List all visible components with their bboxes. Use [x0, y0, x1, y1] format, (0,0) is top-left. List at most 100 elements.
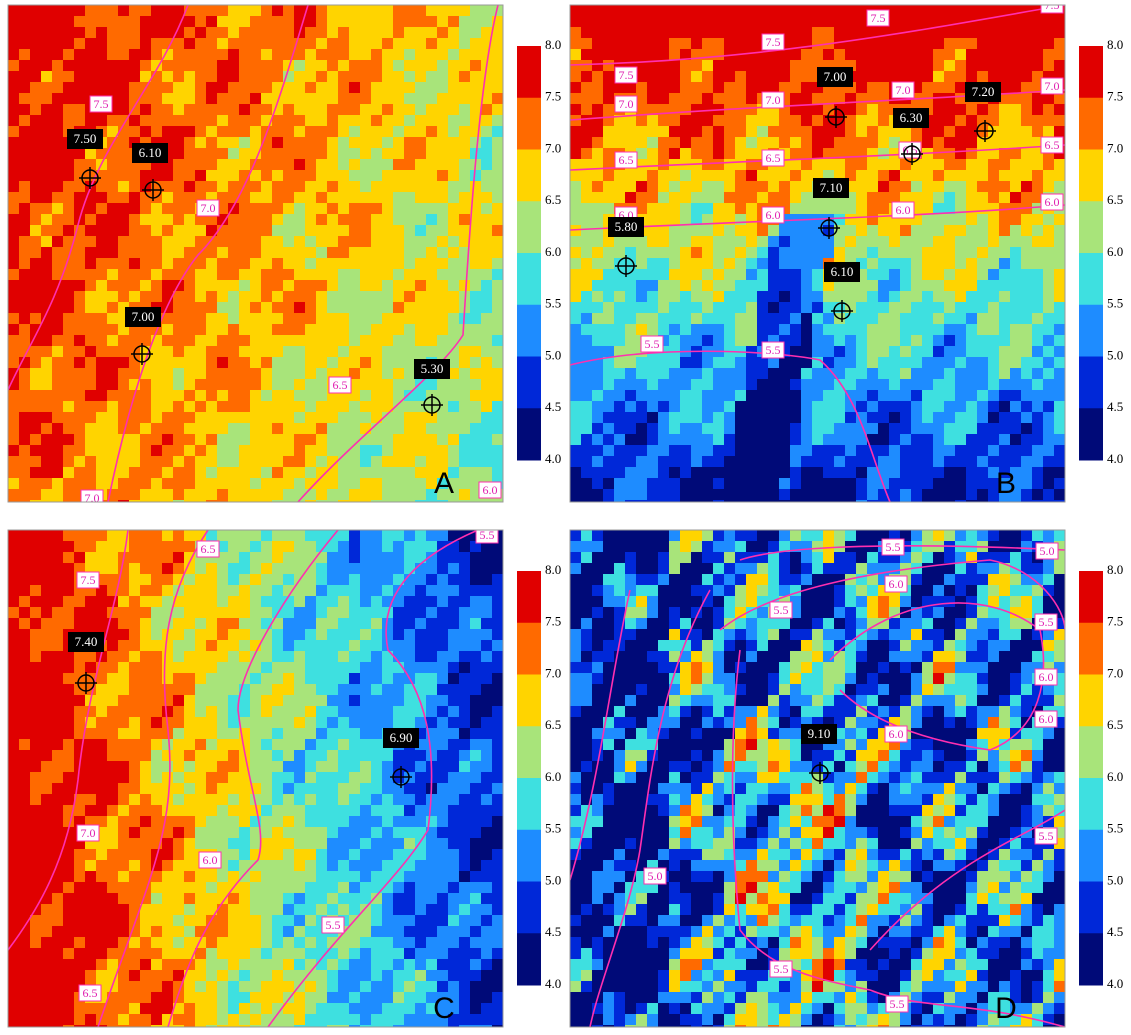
- contour-label: 7.0: [615, 96, 637, 112]
- raster-cell: [228, 673, 240, 685]
- raster-cell: [933, 258, 945, 270]
- raster-cell: [41, 335, 53, 347]
- raster-cell: [393, 563, 405, 575]
- raster-cell: [338, 585, 350, 597]
- raster-cell: [228, 651, 240, 663]
- raster-cell: [658, 93, 670, 105]
- raster-cell: [41, 181, 53, 193]
- raster-cell: [41, 456, 53, 468]
- raster-cell: [988, 456, 1000, 468]
- raster-cell: [614, 247, 626, 259]
- raster-cell: [581, 478, 593, 490]
- raster-cell: [801, 412, 813, 424]
- raster-cell: [669, 27, 681, 39]
- raster-cell: [393, 607, 405, 619]
- raster-cell: [371, 49, 383, 61]
- raster-cell: [636, 247, 648, 259]
- raster-cell: [746, 192, 758, 204]
- raster-cell: [140, 640, 152, 652]
- raster-cell: [724, 214, 736, 226]
- raster-cell: [900, 335, 912, 347]
- raster-cell: [283, 618, 295, 630]
- raster-cell: [790, 478, 802, 490]
- raster-cell: [724, 126, 736, 138]
- raster-cell: [768, 478, 780, 490]
- raster-cell: [448, 596, 460, 608]
- raster-cell: [184, 104, 196, 116]
- raster-cell: [768, 170, 780, 182]
- raster-cell: [448, 71, 460, 83]
- raster-cell: [294, 456, 306, 468]
- raster-cell: [360, 390, 372, 402]
- raster-cell: [481, 159, 493, 171]
- raster-cell: [911, 291, 923, 303]
- raster-cell: [52, 126, 64, 138]
- raster-cell: [118, 60, 130, 72]
- raster-cell: [889, 390, 901, 402]
- raster-cell: [173, 401, 185, 413]
- raster-cell: [614, 335, 626, 347]
- raster-cell: [8, 27, 20, 39]
- raster-cell: [470, 379, 482, 391]
- raster-cell: [85, 541, 97, 553]
- raster-cell: [19, 203, 31, 215]
- raster-cell: [647, 313, 659, 325]
- raster-cell: [570, 247, 582, 259]
- raster-cell: [305, 357, 317, 369]
- raster-cell: [393, 530, 405, 542]
- raster-cell: [316, 247, 328, 259]
- raster-cell: [283, 159, 295, 171]
- raster-cell: [448, 60, 460, 72]
- raster-cell: [228, 60, 240, 72]
- raster-cell: [647, 434, 659, 446]
- raster-cell: [316, 563, 328, 575]
- raster-cell: [250, 489, 262, 501]
- raster-cell: [823, 27, 835, 39]
- raster-cell: [151, 203, 163, 215]
- contour-label: 6.0: [762, 207, 784, 223]
- raster-cell: [338, 640, 350, 652]
- raster-cell: [625, 412, 637, 424]
- raster-cell: [338, 258, 350, 270]
- raster-cell: [173, 390, 185, 402]
- raster-cell: [272, 357, 284, 369]
- raster-cell: [603, 379, 615, 391]
- raster-cell: [96, 401, 108, 413]
- raster-cell: [933, 104, 945, 116]
- raster-cell: [294, 607, 306, 619]
- raster-cell: [878, 137, 890, 149]
- raster-cell: [1010, 456, 1022, 468]
- raster-cell: [129, 478, 141, 490]
- raster-cell: [382, 148, 394, 160]
- raster-cell: [294, 104, 306, 116]
- raster-cell: [96, 423, 108, 435]
- raster-cell: [724, 159, 736, 171]
- raster-cell: [603, 170, 615, 182]
- raster-cell: [691, 60, 703, 72]
- raster-cell: [1021, 27, 1033, 39]
- raster-cell: [415, 379, 427, 391]
- raster-cell: [349, 541, 361, 553]
- colorbar-segment: [1079, 253, 1103, 305]
- raster-cell: [933, 82, 945, 94]
- raster-cell: [261, 291, 273, 303]
- raster-cell: [261, 489, 273, 501]
- raster-cell: [592, 104, 604, 116]
- raster-cell: [239, 574, 251, 586]
- raster-cell: [614, 456, 626, 468]
- raster-cell: [294, 137, 306, 149]
- raster-cell: [19, 412, 31, 424]
- raster-cell: [118, 181, 130, 193]
- raster-cell: [52, 541, 64, 553]
- raster-cell: [757, 71, 769, 83]
- raster-cell: [1054, 390, 1066, 402]
- raster-cell: [570, 192, 582, 204]
- raster-cell: [272, 390, 284, 402]
- raster-cell: [63, 401, 75, 413]
- raster-cell: [779, 412, 791, 424]
- raster-cell: [261, 640, 273, 652]
- raster-cell: [988, 280, 1000, 292]
- raster-cell: [8, 412, 20, 424]
- raster-cell: [459, 390, 471, 402]
- raster-cell: [426, 258, 438, 270]
